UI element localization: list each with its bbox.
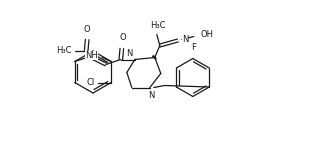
Text: OH: OH (201, 30, 214, 39)
Text: O: O (84, 25, 90, 33)
Text: NH: NH (86, 51, 98, 60)
Text: Cl: Cl (87, 78, 95, 87)
Text: N: N (182, 35, 188, 44)
Text: O: O (119, 33, 126, 42)
Text: H₃C: H₃C (56, 46, 71, 55)
Text: H₃C: H₃C (150, 20, 165, 29)
Text: N: N (148, 91, 154, 100)
Text: F: F (191, 44, 196, 53)
Text: N: N (126, 48, 133, 58)
